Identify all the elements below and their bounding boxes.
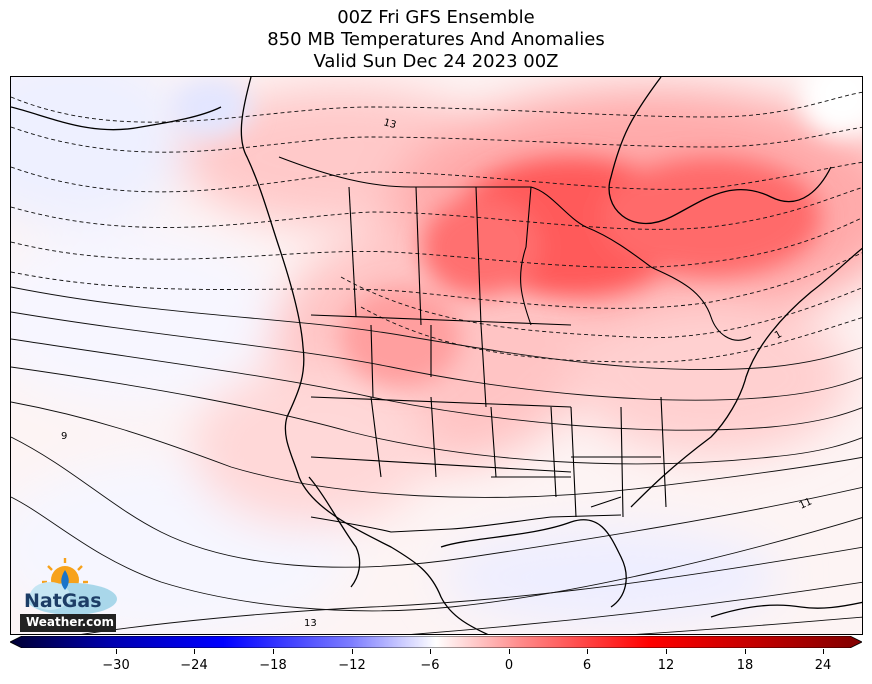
colorbar-tick-label: −12 <box>338 658 366 673</box>
contour-label: 1 <box>773 329 784 342</box>
colorbar-tick-label: −24 <box>180 658 208 673</box>
colorbar-tick-label: 24 <box>814 658 832 673</box>
logo-domain-text: Weather.com <box>25 615 115 629</box>
anomaly-shading <box>11 77 862 634</box>
contour-label: 13 <box>382 117 397 131</box>
political-boundaries <box>278 156 752 533</box>
anomaly-map: 13 9 11 13 1 <box>10 76 863 635</box>
coastlines <box>11 77 862 634</box>
colorbar-tick-label: 6 <box>582 658 592 673</box>
colorbar <box>10 636 862 648</box>
contour-label: 11 <box>798 496 814 511</box>
colorbar-tick-label: −18 <box>259 658 287 673</box>
colorbar-tick-label: 18 <box>736 658 754 673</box>
map-title-line3: Valid Sun Dec 24 2023 00Z <box>313 51 559 72</box>
colorbar-tick-label: −30 <box>102 658 130 673</box>
contour-labels: 13 9 11 13 1 <box>61 117 814 629</box>
map-canvas: 13 9 11 13 1 <box>11 77 862 634</box>
logo-graphic <box>20 558 117 632</box>
colorbar-tick-label: 12 <box>657 658 675 673</box>
logo-brand-text: NatGas <box>24 590 102 612</box>
natgas-weather-logo: NatGas Weather.com <box>20 556 120 634</box>
solid-isotherms <box>11 286 862 634</box>
map-title-line1: 00Z Fri GFS Ensemble <box>337 7 535 28</box>
colorbar-tick-label: 0 <box>504 658 514 673</box>
map-title-line2: 850 MB Temperatures And Anomalies <box>267 29 605 50</box>
contour-label: 9 <box>61 431 67 442</box>
colorbar-tick-label: −6 <box>420 658 440 673</box>
contour-label: 13 <box>304 618 317 629</box>
